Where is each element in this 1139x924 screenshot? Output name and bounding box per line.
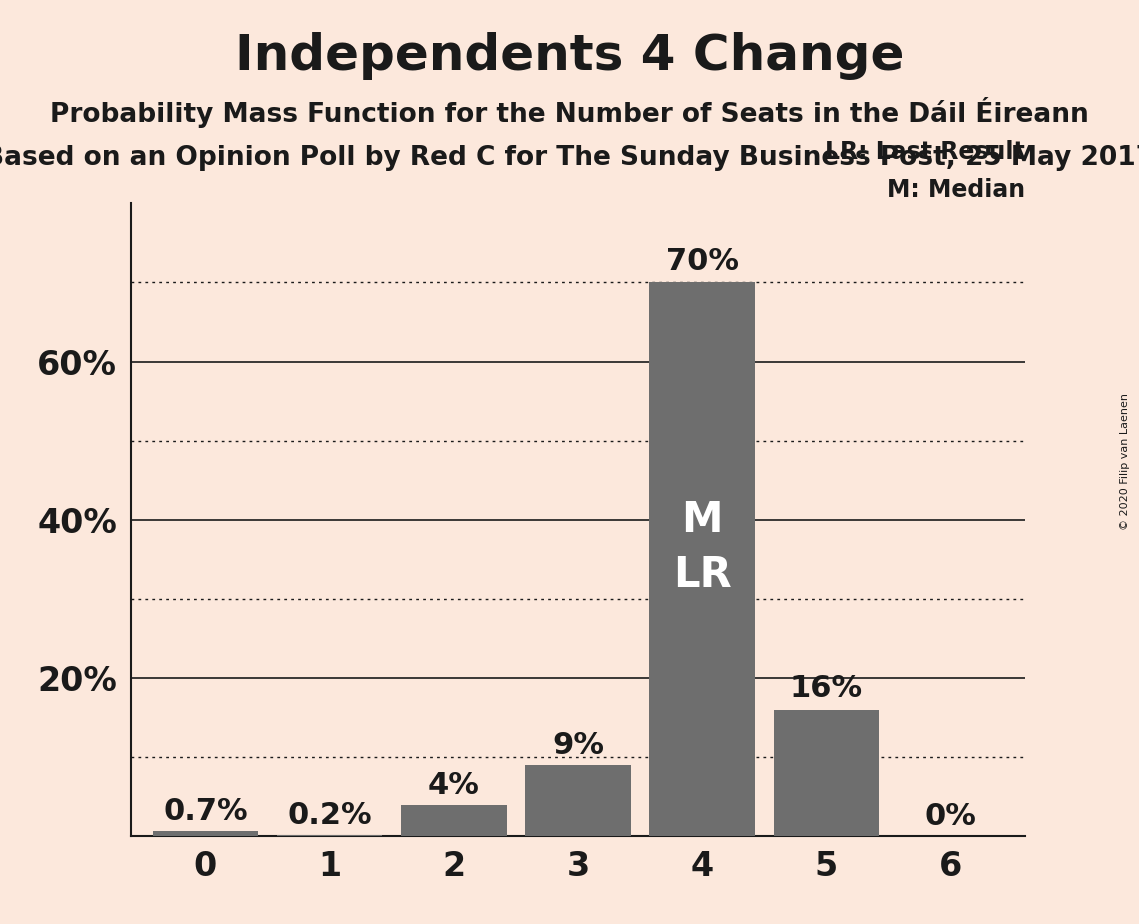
Text: Probability Mass Function for the Number of Seats in the Dáil Éireann: Probability Mass Function for the Number… [50, 97, 1089, 128]
Text: 0.7%: 0.7% [163, 796, 248, 826]
Bar [401, 805, 507, 836]
Bar [649, 283, 755, 836]
Text: 70%: 70% [665, 247, 739, 276]
Bar [525, 765, 631, 836]
Bar [277, 834, 383, 836]
Text: LR: LR [673, 554, 731, 596]
Text: 0%: 0% [925, 802, 976, 832]
Text: 9%: 9% [552, 731, 604, 760]
Text: Based on an Opinion Poll by Red C for The Sunday Business Post, 25 May 2017: Based on an Opinion Poll by Red C for Th… [0, 145, 1139, 171]
Text: 4%: 4% [428, 771, 480, 800]
Text: LR: Last Result: LR: Last Result [826, 140, 1025, 164]
Text: 0.2%: 0.2% [287, 801, 372, 830]
Text: Independents 4 Change: Independents 4 Change [235, 32, 904, 80]
Text: 16%: 16% [789, 675, 863, 703]
Bar [153, 831, 259, 836]
Text: M: Median: M: Median [887, 178, 1025, 202]
Text: © 2020 Filip van Laenen: © 2020 Filip van Laenen [1121, 394, 1130, 530]
Text: M: M [681, 499, 723, 541]
Bar [773, 710, 879, 836]
